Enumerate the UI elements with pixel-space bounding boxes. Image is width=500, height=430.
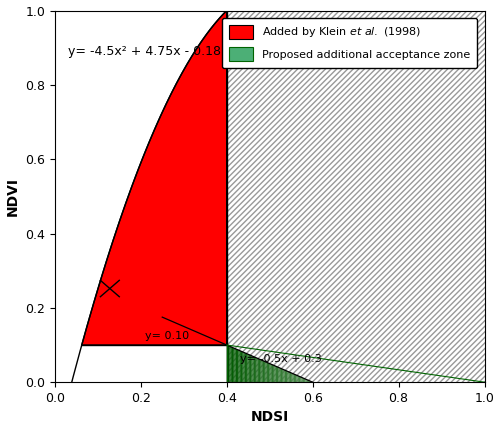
Legend: Added by Klein $\it{et\ al.}$ (1998), Proposed additional acceptance zone: Added by Klein $\it{et\ al.}$ (1998), Pr… — [222, 18, 477, 68]
Polygon shape — [234, 348, 236, 382]
Polygon shape — [232, 347, 233, 382]
Polygon shape — [255, 357, 256, 382]
Polygon shape — [256, 358, 258, 382]
Polygon shape — [300, 377, 302, 382]
Polygon shape — [286, 371, 288, 382]
Polygon shape — [246, 353, 248, 382]
Polygon shape — [262, 360, 263, 382]
Polygon shape — [281, 369, 282, 382]
Polygon shape — [263, 361, 264, 382]
Polygon shape — [228, 346, 230, 382]
Polygon shape — [274, 366, 276, 382]
Polygon shape — [270, 364, 272, 382]
Polygon shape — [272, 365, 273, 382]
Polygon shape — [273, 365, 274, 382]
Polygon shape — [241, 351, 242, 382]
Polygon shape — [282, 369, 284, 382]
Polygon shape — [266, 362, 268, 382]
Polygon shape — [258, 358, 259, 382]
Polygon shape — [295, 375, 296, 382]
Polygon shape — [276, 366, 277, 382]
Polygon shape — [259, 359, 260, 382]
Polygon shape — [248, 354, 250, 382]
Polygon shape — [264, 361, 266, 382]
Polygon shape — [296, 375, 298, 382]
Polygon shape — [230, 347, 232, 382]
Polygon shape — [82, 11, 227, 345]
Text: y= -0.5x + 0.3: y= -0.5x + 0.3 — [240, 354, 322, 364]
Polygon shape — [251, 356, 252, 382]
Polygon shape — [310, 381, 312, 382]
Polygon shape — [309, 381, 310, 382]
Polygon shape — [260, 359, 262, 382]
Polygon shape — [226, 345, 228, 382]
Polygon shape — [233, 348, 234, 382]
Polygon shape — [236, 349, 237, 382]
Polygon shape — [268, 363, 269, 382]
Polygon shape — [252, 356, 254, 382]
Polygon shape — [250, 355, 251, 382]
Polygon shape — [238, 350, 240, 382]
X-axis label: NDSI: NDSI — [250, 411, 289, 424]
Polygon shape — [306, 380, 308, 382]
Polygon shape — [304, 378, 306, 382]
Polygon shape — [290, 372, 291, 382]
Polygon shape — [254, 357, 255, 382]
Polygon shape — [288, 372, 290, 382]
Polygon shape — [284, 370, 286, 382]
Polygon shape — [240, 350, 241, 382]
Polygon shape — [237, 350, 238, 382]
Polygon shape — [303, 378, 304, 382]
Polygon shape — [277, 367, 278, 382]
Polygon shape — [244, 353, 246, 382]
Polygon shape — [308, 380, 309, 382]
Polygon shape — [299, 376, 300, 382]
Y-axis label: NDVI: NDVI — [6, 177, 20, 216]
Polygon shape — [302, 378, 303, 382]
Polygon shape — [298, 376, 299, 382]
Text: y= 0.10: y= 0.10 — [145, 332, 189, 341]
Polygon shape — [269, 363, 270, 382]
Polygon shape — [294, 374, 295, 382]
Polygon shape — [278, 367, 280, 382]
Text: y= -4.5x² + 4.75x - 0.18: y= -4.5x² + 4.75x - 0.18 — [68, 45, 220, 58]
Polygon shape — [292, 373, 294, 382]
Polygon shape — [291, 373, 292, 382]
Polygon shape — [280, 368, 281, 382]
Bar — [226, 11, 484, 382]
Polygon shape — [242, 352, 244, 382]
